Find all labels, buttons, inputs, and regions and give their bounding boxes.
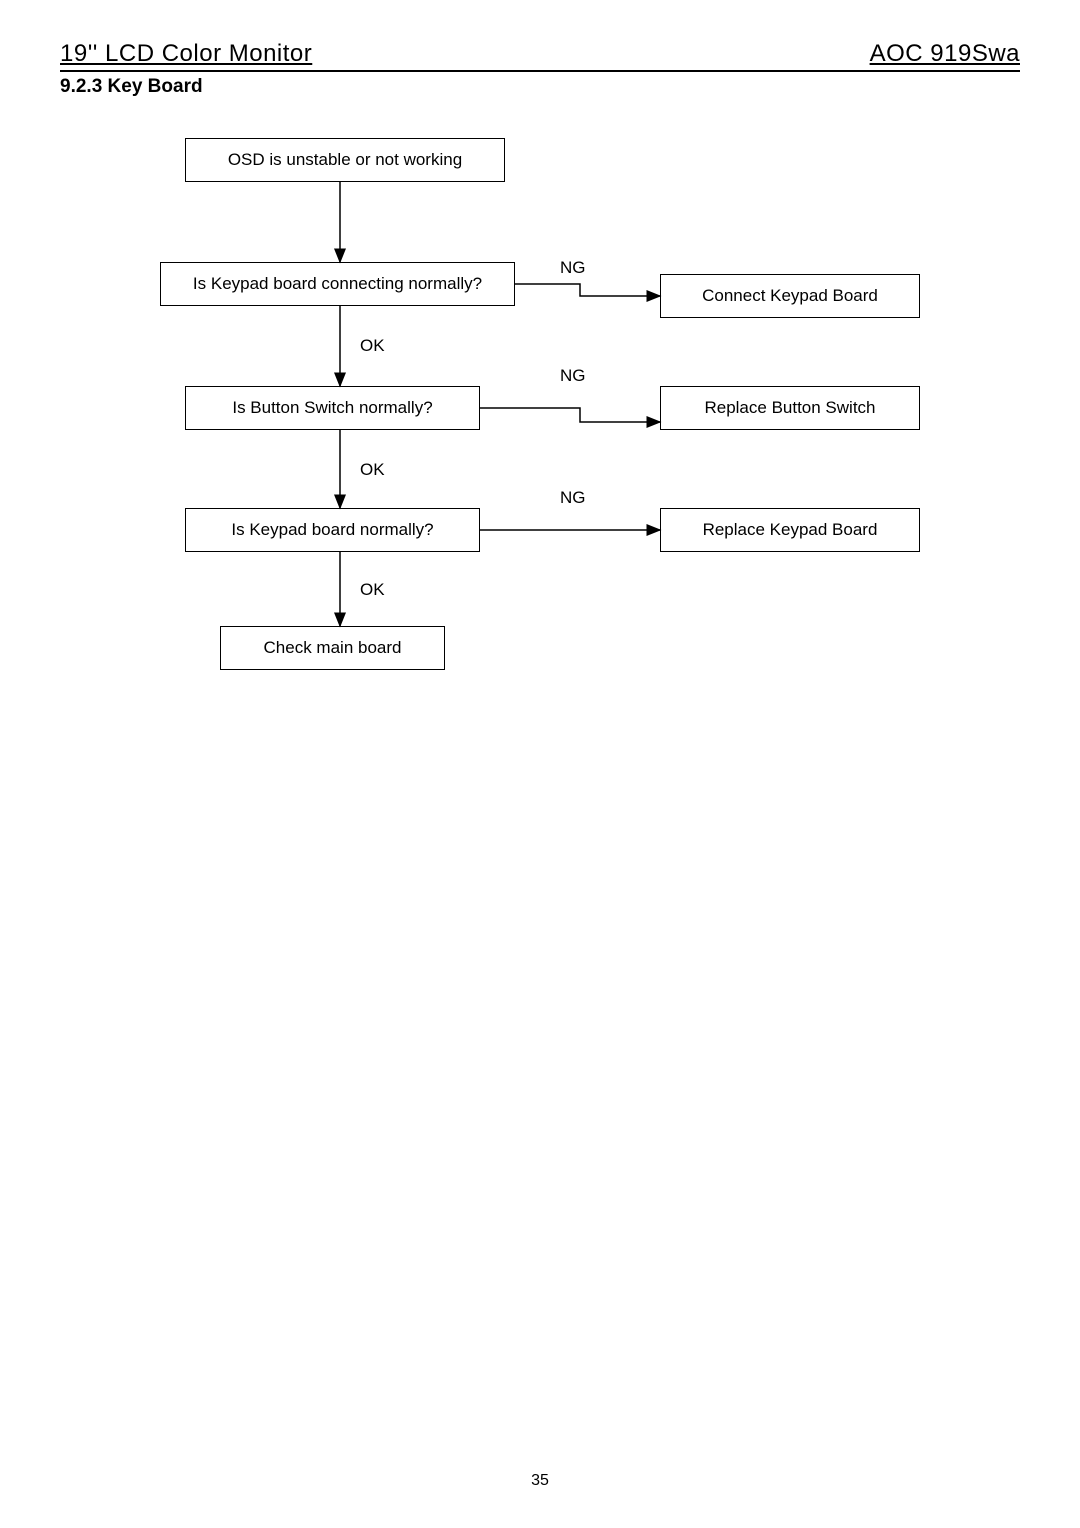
section-title: 9.2.3 Key Board	[60, 76, 1020, 98]
flowchart-node: Connect Keypad Board	[660, 274, 920, 318]
page-number: 35	[0, 1472, 1080, 1490]
flowchart-node: Replace Keypad Board	[660, 508, 920, 552]
flowchart-edge-label: OK	[360, 460, 385, 480]
page-header: 19'' LCD Color Monitor AOC 919Swa	[60, 40, 1020, 72]
flowchart-node: Is Button Switch normally?	[185, 386, 480, 430]
flowchart-node: Replace Button Switch	[660, 386, 920, 430]
flowchart-node: Is Keypad board normally?	[185, 508, 480, 552]
flowchart-node: Is Keypad board connecting normally?	[160, 262, 515, 306]
flowchart-node: Check main board	[220, 626, 445, 670]
flowchart-edge-label: NG	[560, 258, 586, 278]
flowchart-node: OSD is unstable or not working	[185, 138, 505, 182]
keyboard-flowchart: OSD is unstable or not working Is Keypad …	[60, 138, 1020, 758]
flowchart-edge-label: NG	[560, 488, 586, 508]
flowchart-edge-label: OK	[360, 580, 385, 600]
header-right: AOC 919Swa	[870, 40, 1020, 68]
header-left: 19'' LCD Color Monitor	[60, 40, 312, 68]
flowchart-edge-label: OK	[360, 336, 385, 356]
flowchart-edge-label: NG	[560, 366, 586, 386]
